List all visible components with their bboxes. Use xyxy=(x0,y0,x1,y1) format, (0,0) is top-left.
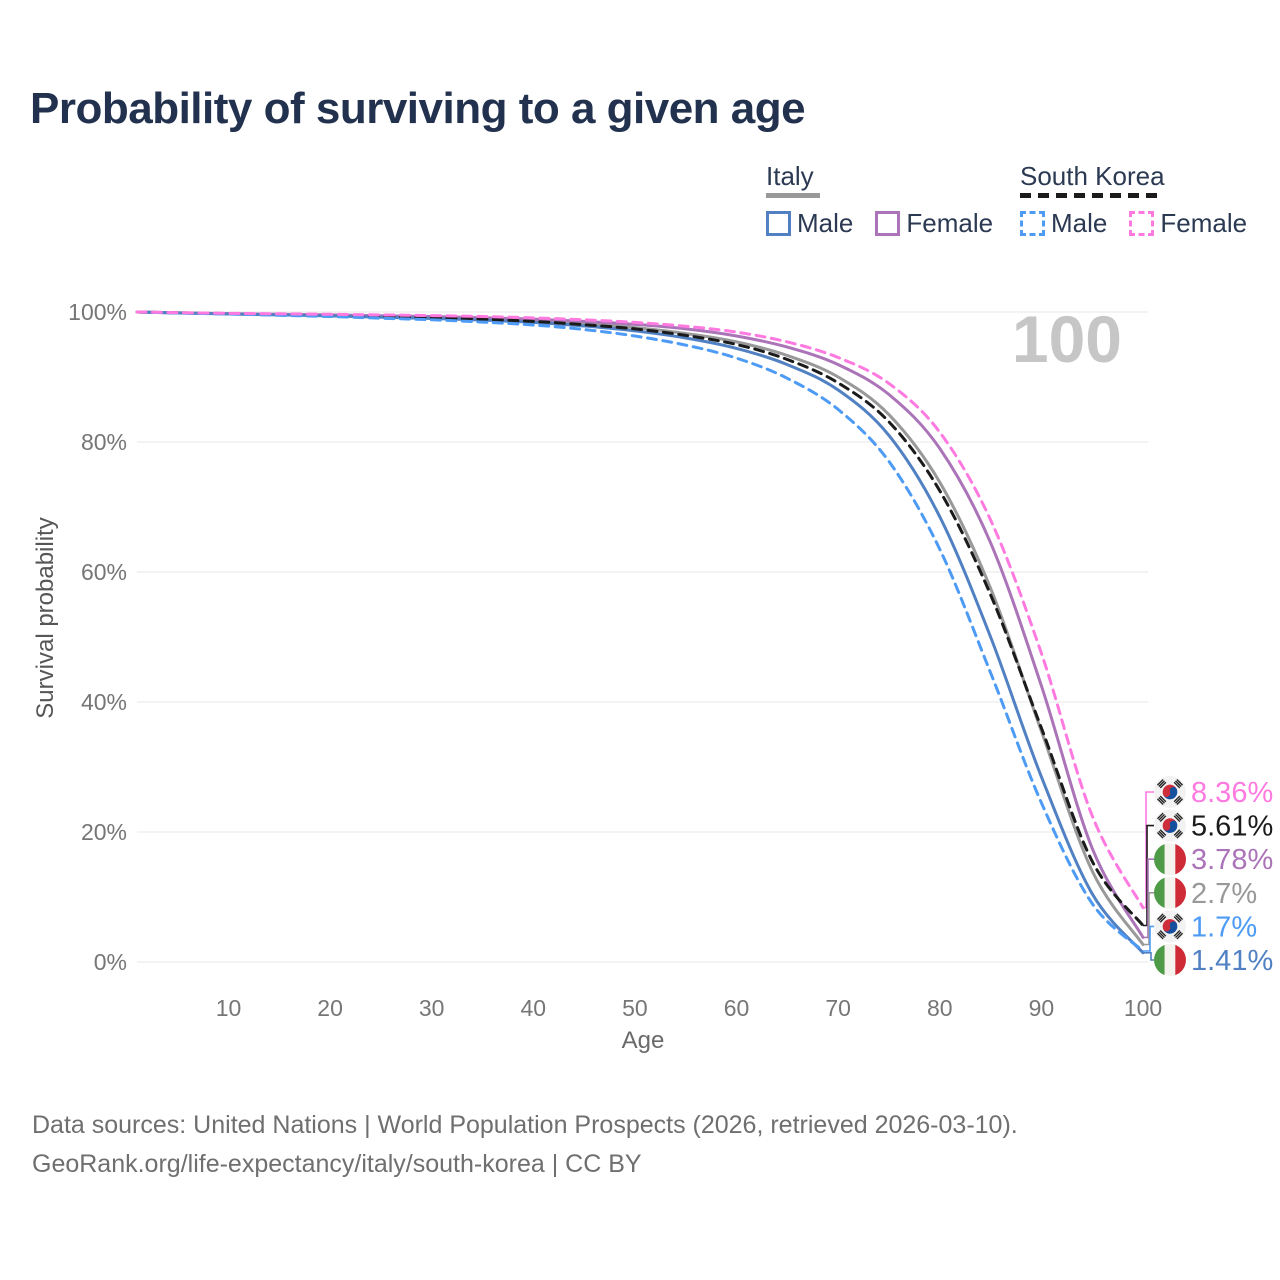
x-tick-label-70: 70 xyxy=(825,995,851,1021)
x-tick-label-50: 50 xyxy=(622,995,648,1021)
south-korea-flag-icon xyxy=(1154,809,1186,842)
end-label-value-korea_female: 8.36% xyxy=(1191,777,1273,809)
end-label-connector-italy_male xyxy=(1143,952,1154,961)
y-tick-label-60: 60% xyxy=(81,559,127,585)
series-line-italy_both[interactable] xyxy=(135,310,1145,946)
italy-flag-icon xyxy=(1154,944,1186,976)
legend-item-italy-female[interactable]: Female xyxy=(906,208,994,238)
page-title: Probability of surviving to a given age xyxy=(30,84,806,133)
end-label-connector-korea_male xyxy=(1143,925,1154,952)
end-label-value-italy_both: 2.7% xyxy=(1191,878,1257,910)
hovered-age-watermark: 100 xyxy=(1012,302,1122,376)
attribution-line: GeoRank.org/life-expectancy/italy/south-… xyxy=(32,1150,642,1178)
end-label-connector-italy_both xyxy=(1143,892,1154,946)
legend-italy-label[interactable]: Italy xyxy=(766,161,814,191)
legend-italy-line-swatch xyxy=(766,193,820,198)
legend-swatch-italy-male[interactable] xyxy=(766,211,791,236)
series-line-korea_female[interactable] xyxy=(135,310,1145,910)
legend-south-korea-label[interactable]: South Korea xyxy=(1020,161,1165,191)
legend-south-korea-line-swatch xyxy=(1020,193,1162,198)
legend-item-korea-male[interactable]: Male xyxy=(1051,208,1108,238)
series-line-italy_female[interactable] xyxy=(135,310,1145,939)
x-tick-label-40: 40 xyxy=(521,995,547,1021)
south-korea-flag-icon xyxy=(1154,776,1186,808)
legend-item-italy-male[interactable]: Male xyxy=(797,208,854,238)
series-line-korea_male[interactable] xyxy=(135,310,1145,953)
footer: Data sources: United Nations | World Pop… xyxy=(32,1106,1018,1184)
end-label-value-italy_female: 3.78% xyxy=(1191,844,1273,876)
legend-swatch-korea-male[interactable] xyxy=(1020,211,1045,236)
legend-group-south-korea: South Korea Male Female xyxy=(1020,162,1269,239)
end-label-value-italy_male: 1.41% xyxy=(1191,945,1273,977)
y-tick-label-0: 0% xyxy=(94,949,127,975)
y-tick-label-100: 100% xyxy=(68,299,127,325)
y-tick-label-20: 20% xyxy=(81,819,127,845)
x-tick-label-80: 80 xyxy=(927,995,953,1021)
legend-item-korea-female[interactable]: Female xyxy=(1160,208,1248,238)
series-line-korea_both[interactable] xyxy=(135,310,1145,927)
x-tick-label-30: 30 xyxy=(419,995,445,1021)
legend-swatch-korea-female[interactable] xyxy=(1129,211,1155,236)
x-tick-label-10: 10 xyxy=(216,995,242,1021)
legend-group-italy: Italy Male Female xyxy=(766,162,1015,239)
y-tick-label-40: 40% xyxy=(81,689,127,715)
x-tick-label-20: 20 xyxy=(317,995,343,1021)
south-korea-flag-icon xyxy=(1154,910,1186,943)
legend-swatch-italy-female[interactable] xyxy=(875,211,901,236)
end-label-connector-korea_female xyxy=(1143,791,1154,909)
italy-flag-icon xyxy=(1154,876,1186,909)
series-line-italy_male[interactable] xyxy=(135,310,1145,955)
x-tick-label-100: 100 xyxy=(1124,995,1162,1021)
end-label-connector-korea_both xyxy=(1143,824,1154,927)
end-label-value-korea_both: 5.61% xyxy=(1191,811,1273,843)
x-tick-label-60: 60 xyxy=(724,995,750,1021)
end-label-value-korea_male: 1.7% xyxy=(1191,911,1257,943)
y-tick-label-80: 80% xyxy=(81,429,127,455)
data-sources-line: Data sources: United Nations | World Pop… xyxy=(32,1111,1018,1139)
italy-flag-icon xyxy=(1154,843,1186,876)
x-axis-title: Age xyxy=(622,1027,665,1054)
x-tick-label-90: 90 xyxy=(1029,995,1055,1021)
end-label-connector-italy_female xyxy=(1143,858,1154,939)
